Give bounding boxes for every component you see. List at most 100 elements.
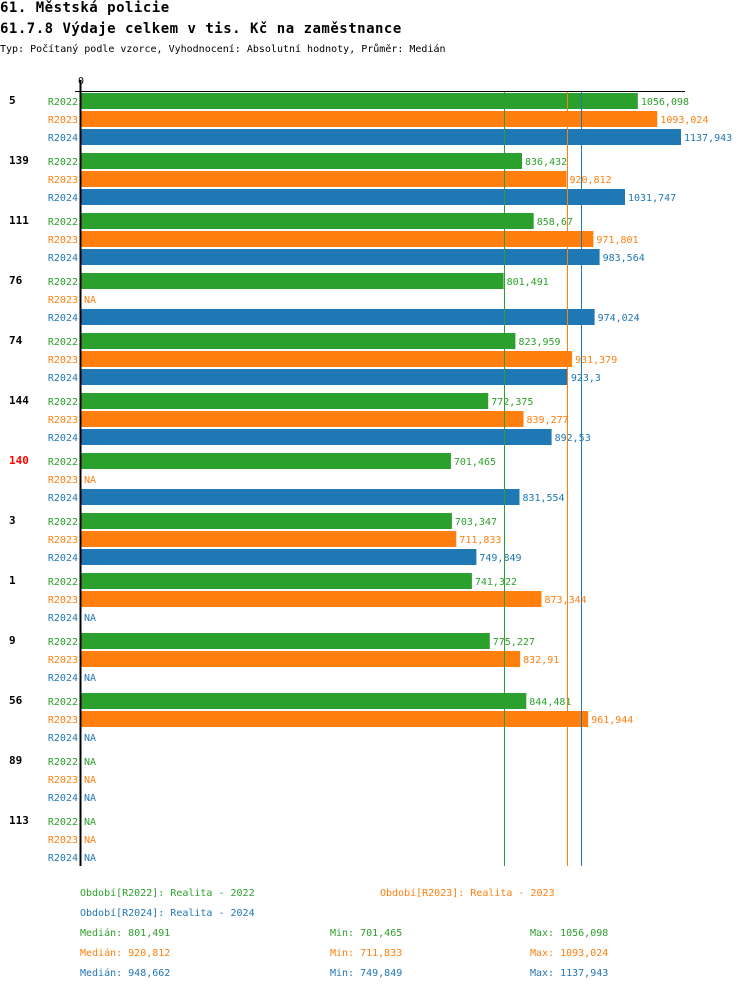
bar xyxy=(81,333,516,349)
bar xyxy=(81,429,552,445)
series-label: R2024 xyxy=(48,433,78,444)
stat-max-r2024: Max: 1137,943 xyxy=(530,968,609,979)
stat-min-r2023: Min: 711,833 xyxy=(330,948,403,959)
series-label: R2024 xyxy=(48,793,78,804)
chart-title: 61.7.8 Výdaje celkem v tis. Kč na zaměst… xyxy=(0,21,402,37)
page-title: 61. Městská policie xyxy=(0,0,170,16)
series-label: R2023 xyxy=(48,475,78,486)
series-label: R2022 xyxy=(48,457,78,468)
data-label: 858,67 xyxy=(537,217,573,228)
group-label: 76 xyxy=(9,274,23,287)
bar xyxy=(81,633,490,649)
series-label: R2024 xyxy=(48,133,78,144)
bar xyxy=(81,531,457,547)
series-label: R2022 xyxy=(48,577,78,588)
legend-period-r2022: Období[R2022]: Realita - 2022 xyxy=(80,888,255,899)
stat-min-r2024: Min: 749,849 xyxy=(330,968,403,979)
group-label: 56 xyxy=(9,694,23,707)
series-label: R2023 xyxy=(48,295,78,306)
bar xyxy=(81,411,524,427)
group-label: 89 xyxy=(9,754,22,767)
data-label: 1093,024 xyxy=(660,115,708,126)
stat-max-r2023: Max: 1093,024 xyxy=(530,948,609,959)
series-label: R2023 xyxy=(48,595,78,606)
data-label: 931,379 xyxy=(575,355,617,366)
data-label: 873,344 xyxy=(544,595,586,606)
series-label: R2023 xyxy=(48,715,78,726)
data-label: 836,432 xyxy=(525,157,567,168)
stat-median-r2023: Medián: 920,812 xyxy=(80,948,171,959)
series-label: R2024 xyxy=(48,373,78,384)
series-label: R2024 xyxy=(48,193,78,204)
series-label: R2022 xyxy=(48,277,78,288)
group-label: 3 xyxy=(9,514,16,527)
bar xyxy=(81,549,477,565)
series-label: R2022 xyxy=(48,697,78,708)
na-label: NA xyxy=(84,613,96,624)
data-label: 892,53 xyxy=(555,433,591,444)
series-label: R2024 xyxy=(48,853,78,864)
data-label: 711,833 xyxy=(459,535,501,546)
data-label: 703,347 xyxy=(455,517,497,528)
group-label: 144 xyxy=(9,394,29,407)
data-label: 772,375 xyxy=(491,397,533,408)
data-label: 961,944 xyxy=(591,715,633,726)
stat-median-r2022: Medián: 801,491 xyxy=(80,928,171,939)
data-label: 974,024 xyxy=(598,313,640,324)
series-label: R2024 xyxy=(48,313,78,324)
na-label: NA xyxy=(84,835,96,846)
series-label: R2022 xyxy=(48,817,78,828)
series-label: R2022 xyxy=(48,97,78,108)
bar xyxy=(81,573,472,589)
group-label: 1 xyxy=(9,574,16,587)
series-label: R2024 xyxy=(48,733,78,744)
group-label: 140 xyxy=(9,454,29,467)
series-label: R2023 xyxy=(48,115,78,126)
series-label: R2023 xyxy=(48,175,78,186)
data-label: 823,959 xyxy=(518,337,560,348)
series-label: R2024 xyxy=(48,613,78,624)
bar xyxy=(81,273,504,289)
bar xyxy=(81,93,638,109)
series-label: R2024 xyxy=(48,553,78,564)
bar xyxy=(81,189,625,205)
data-label: 1031,747 xyxy=(628,193,676,204)
series-label: R2023 xyxy=(48,415,78,426)
series-label: R2022 xyxy=(48,637,78,648)
data-label: 832,91 xyxy=(523,655,559,666)
group-label: 111 xyxy=(9,214,29,227)
data-label: 749,849 xyxy=(479,553,521,564)
na-label: NA xyxy=(84,757,96,768)
series-label: R2024 xyxy=(48,253,78,264)
data-label: 1056,098 xyxy=(641,97,689,108)
series-label: R2023 xyxy=(48,355,78,366)
stat-min-r2022: Min: 701,465 xyxy=(330,928,403,939)
series-label: R2022 xyxy=(48,397,78,408)
na-label: NA xyxy=(84,733,96,744)
series-label: R2022 xyxy=(48,757,78,768)
bar xyxy=(81,309,595,325)
chart-info: Typ: Počítaný podle vzorce, Vyhodnocení:… xyxy=(0,44,446,55)
bar xyxy=(81,369,568,385)
bar xyxy=(81,129,681,145)
bar xyxy=(81,591,542,607)
data-label: 831,554 xyxy=(522,493,564,504)
series-label: R2023 xyxy=(48,535,78,546)
legend-period-r2023: Období[R2023]: Realita - 2023 xyxy=(380,888,555,899)
na-label: NA xyxy=(84,817,96,828)
series-label: R2024 xyxy=(48,493,78,504)
series-label: R2022 xyxy=(48,217,78,228)
bar xyxy=(81,513,452,529)
na-label: NA xyxy=(84,775,96,786)
data-label: 741,322 xyxy=(475,577,517,588)
series-label: R2023 xyxy=(48,775,78,786)
data-label: 923,3 xyxy=(571,373,601,384)
bar xyxy=(81,489,520,505)
bar xyxy=(81,153,522,169)
bar-chart: 05R20221056,098R20231093,024R20241137,94… xyxy=(9,76,732,866)
bar xyxy=(81,693,527,709)
data-label: 971,801 xyxy=(596,235,638,246)
series-label: R2022 xyxy=(48,337,78,348)
group-label: 74 xyxy=(9,334,23,347)
data-label: 801,491 xyxy=(507,277,549,288)
